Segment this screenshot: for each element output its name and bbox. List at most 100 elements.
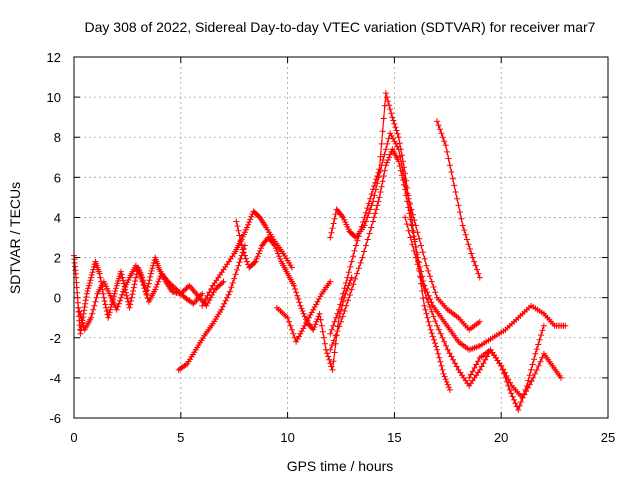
plus-marker (423, 262, 430, 269)
series-arc-4 (199, 208, 295, 309)
plus-marker (345, 269, 352, 276)
plus-marker (359, 254, 366, 261)
plus-marker (139, 278, 146, 285)
plus-marker (472, 262, 479, 269)
plus-marker (75, 304, 82, 311)
plus-marker (145, 284, 151, 290)
plus-marker (119, 291, 126, 298)
plus-marker (505, 376, 512, 383)
plus-marker (235, 262, 242, 269)
series-line (178, 245, 246, 371)
plus-marker (146, 277, 153, 284)
plus-marker (307, 312, 314, 318)
plus-marker (467, 371, 474, 378)
x-tick-label: 0 (70, 430, 77, 445)
plus-marker (443, 378, 450, 385)
plus-marker (143, 292, 150, 298)
plus-marker (100, 290, 107, 297)
plus-marker (421, 302, 428, 309)
series-line (235, 221, 353, 371)
plus-marker (361, 222, 368, 229)
plus-marker (536, 336, 543, 343)
series-line (436, 120, 481, 278)
plus-marker (445, 155, 452, 162)
plus-marker (379, 128, 386, 135)
plus-marker (228, 284, 235, 291)
plus-marker (419, 249, 426, 256)
plus-marker (539, 327, 546, 334)
plus-marker (449, 175, 456, 182)
plus-marker (81, 307, 88, 314)
plus-marker (446, 386, 453, 393)
plus-marker (378, 183, 385, 190)
plus-marker (423, 294, 430, 301)
plus-marker (339, 313, 346, 320)
plus-marker (402, 214, 409, 221)
plus-marker (441, 338, 448, 345)
plus-marker (328, 363, 335, 370)
plus-marker (172, 285, 179, 292)
plus-marker (338, 296, 345, 302)
plus-marker (427, 326, 434, 333)
plus-marker (347, 263, 354, 270)
grid-lines (74, 57, 608, 418)
plus-marker (270, 241, 277, 248)
plus-marker (351, 247, 358, 254)
plus-marker (367, 195, 374, 202)
plus-marker (334, 310, 341, 317)
plus-marker (327, 234, 334, 241)
plus-marker (255, 250, 262, 257)
plus-marker (89, 269, 96, 276)
plus-marker (77, 327, 84, 334)
plus-marker (83, 290, 90, 297)
plus-marker (271, 242, 278, 249)
plus-marker (106, 309, 113, 316)
plus-marker (329, 342, 336, 349)
plus-marker (115, 300, 122, 307)
plus-marker (519, 394, 526, 401)
plus-marker (124, 295, 131, 302)
plus-marker (206, 289, 213, 296)
plus-marker (322, 340, 328, 347)
y-tick-label: -4 (49, 371, 61, 386)
series-line (329, 147, 566, 351)
plus-marker (362, 209, 369, 216)
plus-marker (391, 138, 398, 145)
plus-marker (132, 262, 139, 269)
plus-marker (380, 115, 387, 122)
plus-marker (128, 294, 135, 301)
plus-marker (87, 277, 94, 284)
plus-marker (337, 301, 344, 308)
plus-marker (393, 127, 400, 134)
plus-marker (362, 218, 369, 225)
plus-marker (206, 297, 213, 304)
plus-marker (405, 195, 412, 202)
plus-marker (500, 366, 506, 373)
plus-marker (438, 130, 445, 137)
plus-marker (156, 275, 163, 282)
plus-marker (118, 268, 124, 275)
plus-marker (313, 301, 320, 308)
plus-marker (204, 300, 211, 306)
plus-marker (175, 288, 181, 294)
plus-marker (123, 292, 130, 299)
plus-marker (508, 390, 515, 397)
plus-marker (389, 114, 396, 121)
plus-marker (515, 407, 522, 413)
plus-marker (390, 117, 397, 124)
series-arc-9 (327, 130, 483, 333)
plus-marker (461, 227, 468, 234)
plus-marker (430, 284, 437, 290)
plus-marker (379, 178, 386, 185)
plus-marker (425, 267, 432, 274)
plus-marker (501, 369, 508, 376)
plus-marker (525, 377, 532, 384)
plus-marker (372, 186, 379, 193)
plus-marker (511, 396, 517, 403)
plus-marker (312, 321, 319, 328)
plus-marker (231, 275, 238, 282)
plus-marker (295, 296, 302, 302)
plus-marker (374, 202, 381, 209)
plus-marker (398, 161, 405, 167)
